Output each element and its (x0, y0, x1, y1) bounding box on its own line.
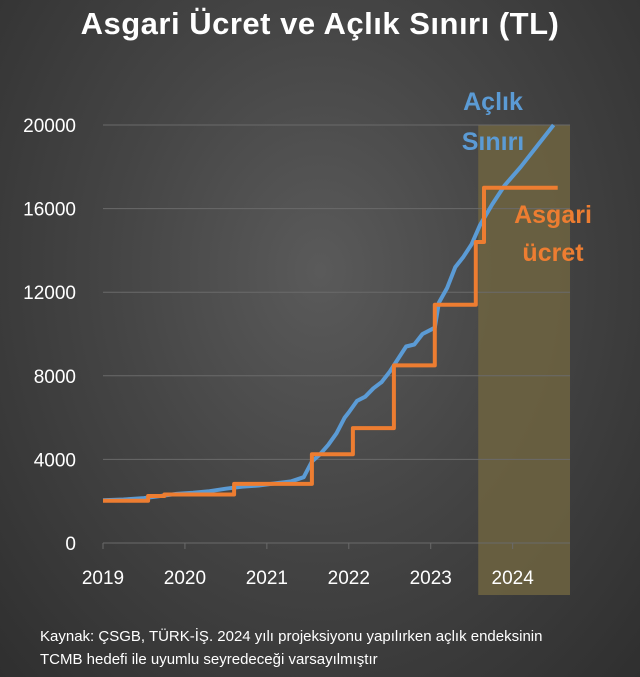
y-tick-label: 4000 (34, 450, 76, 471)
x-tick-label: 2023 (410, 568, 452, 589)
x-tick-label: 2021 (246, 568, 288, 589)
y-tick-label: 8000 (34, 367, 76, 388)
aclik-siniri-line (102, 123, 556, 503)
chart-title: Asgari Ücret ve Açlık Sınırı (TL) (80, 6, 560, 41)
y-tick-label: 12000 (23, 283, 76, 304)
y-tick-label: 20000 (23, 116, 76, 137)
x-tick-label: 2019 (82, 568, 124, 589)
asgari-ucret-label: Asgari ücret (514, 201, 592, 267)
gridlines (103, 124, 570, 544)
projection-band (478, 125, 570, 595)
y-axis: 0 4000 8000 12000 16000 20000 (23, 116, 76, 555)
x-tick-label: 2024 (492, 568, 535, 589)
y-tick-label: 16000 (23, 200, 76, 221)
source-note: Kaynak: ÇSGB, TÜRK-İŞ. 2024 yılı projeks… (40, 628, 543, 668)
series-lines (102, 123, 558, 503)
asgari-ucret-line (103, 185, 558, 503)
aclik-siniri-label: Açlık Sınırı (462, 88, 525, 156)
y-tick-label: 0 (65, 534, 76, 555)
series-labels: Açlık Sınırı Asgari ücret (462, 88, 592, 267)
x-tick-label: 2020 (164, 568, 206, 589)
x-tick-label: 2022 (328, 568, 370, 589)
x-axis: 2019 2020 2021 2022 2023 2024 (82, 543, 534, 589)
